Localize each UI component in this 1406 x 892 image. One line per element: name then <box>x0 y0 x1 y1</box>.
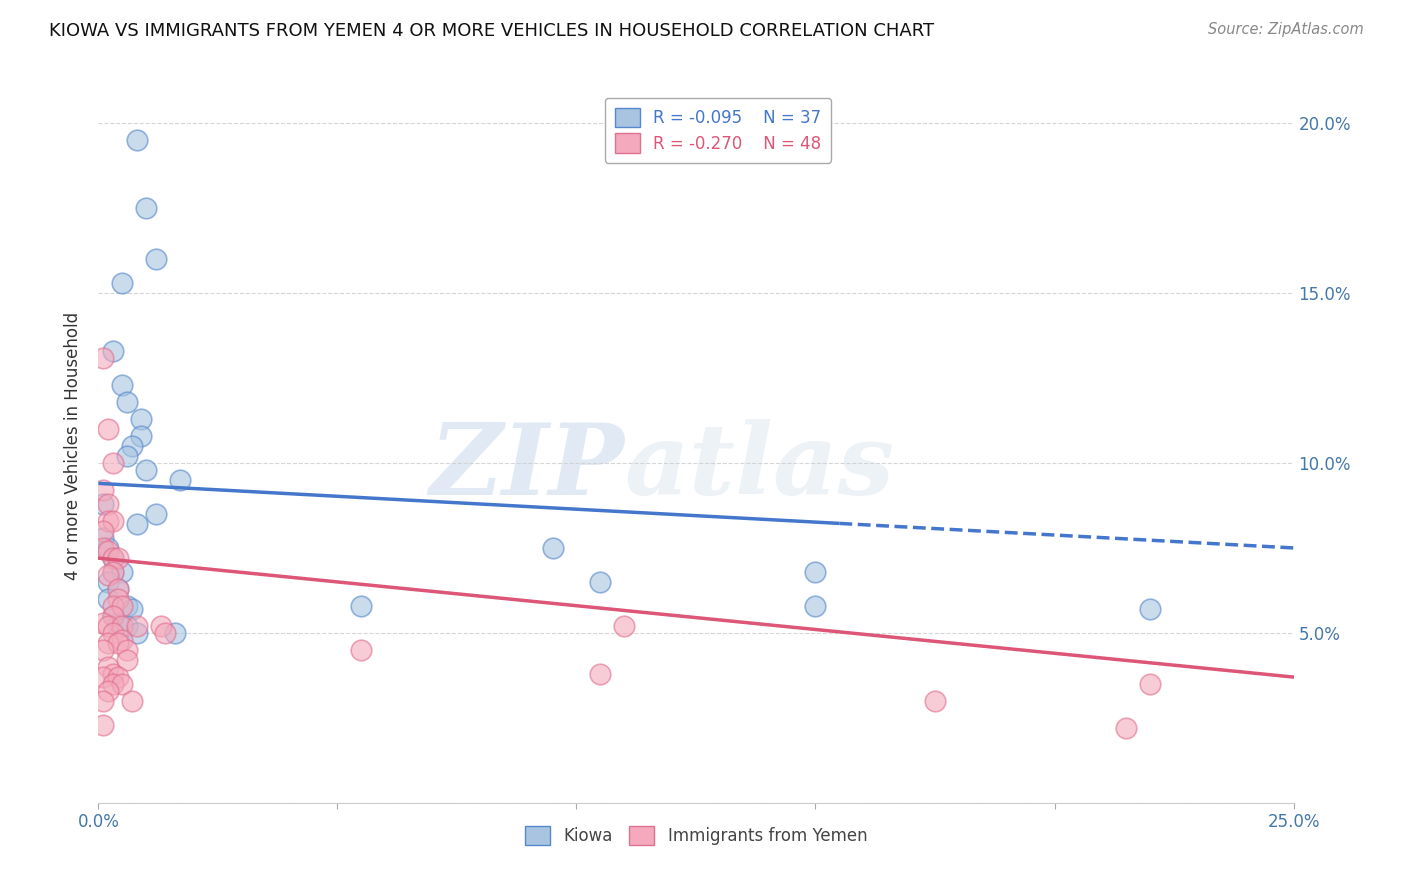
Point <box>111 565 134 579</box>
Point <box>91 670 114 684</box>
Point <box>350 643 373 657</box>
Point <box>101 677 124 691</box>
Point <box>135 201 157 215</box>
Point <box>163 626 186 640</box>
Point <box>111 677 134 691</box>
Point <box>101 551 124 566</box>
Point <box>97 497 120 511</box>
Point <box>91 615 114 630</box>
Point <box>91 351 114 365</box>
Point <box>924 694 946 708</box>
Point <box>101 599 124 613</box>
Point <box>111 599 134 613</box>
Point <box>97 514 120 528</box>
Point <box>111 377 134 392</box>
Y-axis label: 4 or more Vehicles in Household: 4 or more Vehicles in Household <box>65 312 83 580</box>
Point <box>97 683 120 698</box>
Point <box>97 636 120 650</box>
Point <box>97 422 120 436</box>
Point <box>97 619 120 633</box>
Point <box>111 276 134 290</box>
Point <box>101 456 124 470</box>
Point <box>1115 721 1137 735</box>
Point <box>101 626 124 640</box>
Point <box>115 643 138 657</box>
Legend: Kiowa, Immigrants from Yemen: Kiowa, Immigrants from Yemen <box>519 819 873 852</box>
Point <box>91 717 114 731</box>
Point <box>107 636 129 650</box>
Point <box>541 541 564 555</box>
Point <box>101 551 124 566</box>
Point <box>97 568 120 582</box>
Point <box>115 653 138 667</box>
Point <box>101 666 124 681</box>
Point <box>125 626 148 640</box>
Point <box>101 608 124 623</box>
Point <box>97 544 120 558</box>
Point <box>115 394 138 409</box>
Point <box>107 591 129 606</box>
Text: ZIP: ZIP <box>429 419 624 516</box>
Point <box>135 463 157 477</box>
Point <box>91 541 114 555</box>
Point <box>107 551 129 566</box>
Point <box>1139 602 1161 616</box>
Point <box>121 439 143 453</box>
Point <box>115 619 138 633</box>
Point <box>91 694 114 708</box>
Point <box>125 517 148 532</box>
Point <box>804 565 827 579</box>
Point <box>101 565 124 579</box>
Point <box>131 429 153 443</box>
Point <box>91 524 114 538</box>
Point <box>107 582 129 596</box>
Point <box>613 619 636 633</box>
Text: KIOWA VS IMMIGRANTS FROM YEMEN 4 OR MORE VEHICLES IN HOUSEHOLD CORRELATION CHART: KIOWA VS IMMIGRANTS FROM YEMEN 4 OR MORE… <box>49 22 935 40</box>
Point <box>107 670 129 684</box>
Point <box>125 133 148 147</box>
Point <box>91 531 114 545</box>
Point <box>101 565 124 579</box>
Point <box>125 619 148 633</box>
Point <box>1139 677 1161 691</box>
Point <box>101 343 124 358</box>
Point <box>107 582 129 596</box>
Point <box>115 449 138 463</box>
Point <box>115 599 138 613</box>
Point <box>91 497 114 511</box>
Point <box>121 694 143 708</box>
Point <box>804 599 827 613</box>
Point <box>350 599 373 613</box>
Point <box>97 541 120 555</box>
Point <box>169 473 191 487</box>
Point <box>131 412 153 426</box>
Point <box>589 574 612 589</box>
Point <box>145 507 167 521</box>
Point <box>121 602 143 616</box>
Text: Source: ZipAtlas.com: Source: ZipAtlas.com <box>1208 22 1364 37</box>
Point <box>101 514 124 528</box>
Point <box>91 643 114 657</box>
Point <box>111 632 134 647</box>
Point <box>589 666 612 681</box>
Point <box>145 252 167 266</box>
Point <box>107 615 129 630</box>
Point <box>149 619 172 633</box>
Point <box>155 626 177 640</box>
Point <box>97 591 120 606</box>
Point <box>101 608 124 623</box>
Point <box>97 660 120 674</box>
Point <box>91 483 114 498</box>
Text: atlas: atlas <box>624 419 894 516</box>
Point <box>111 619 134 633</box>
Point <box>97 574 120 589</box>
